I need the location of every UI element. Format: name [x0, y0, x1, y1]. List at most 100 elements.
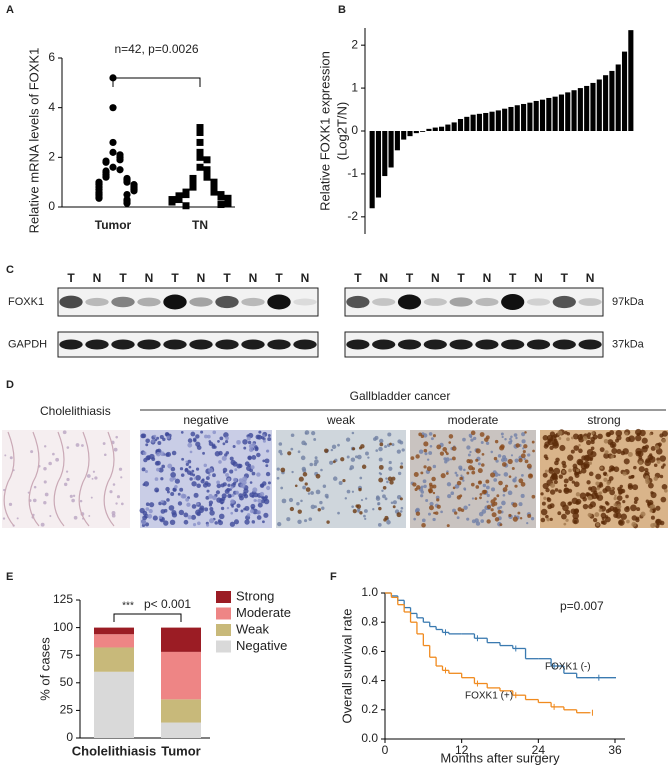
cell [220, 483, 225, 488]
cell [449, 458, 453, 461]
cell [587, 432, 592, 437]
cell [558, 436, 562, 440]
cell [158, 501, 162, 506]
cell [141, 433, 147, 439]
cell [382, 485, 387, 490]
cell [641, 437, 648, 444]
cell [530, 517, 535, 521]
cell [217, 440, 220, 443]
cell [400, 506, 404, 510]
blot-band [241, 339, 265, 350]
tissue-fold [78, 431, 90, 527]
cell [91, 477, 94, 480]
cell [544, 469, 548, 473]
cell [568, 476, 574, 482]
bar [394, 131, 400, 151]
cell [541, 501, 546, 506]
cell [267, 481, 271, 485]
cell [208, 467, 214, 473]
cell [634, 496, 639, 502]
cell [381, 489, 384, 492]
cell [365, 497, 368, 500]
lane-label: T [119, 271, 127, 285]
blot-band [111, 296, 135, 308]
cell [179, 487, 184, 492]
cell [596, 494, 604, 501]
cell [428, 488, 434, 494]
point [130, 187, 138, 195]
cell [630, 504, 637, 512]
cell [320, 468, 323, 472]
cell [503, 472, 509, 477]
point [196, 124, 204, 132]
cell [351, 490, 355, 493]
lane-label: N [197, 271, 206, 285]
cell [604, 516, 611, 523]
cell [209, 506, 214, 511]
cell [315, 473, 321, 479]
lane-label: T [457, 271, 465, 285]
cell [185, 462, 189, 467]
bar [476, 113, 482, 131]
cell [209, 510, 215, 516]
cell [559, 444, 566, 452]
cell [229, 521, 236, 527]
cell [384, 445, 387, 449]
cell [486, 504, 492, 510]
cell [378, 477, 384, 483]
cell [631, 515, 637, 521]
x-tick-label: 0 [382, 743, 389, 757]
cell [655, 519, 661, 525]
cell [81, 444, 84, 447]
cell [352, 509, 357, 514]
cell [113, 447, 118, 452]
point [196, 148, 204, 156]
lane-label: N [301, 271, 310, 285]
cell [357, 507, 361, 512]
cell [196, 483, 201, 489]
cell [573, 471, 579, 476]
cell [654, 445, 660, 450]
cell [635, 428, 642, 436]
cell [512, 502, 518, 508]
cell [197, 521, 201, 526]
cell [246, 436, 251, 441]
cell [160, 499, 164, 504]
lane-label: T [275, 271, 283, 285]
cell [30, 450, 34, 454]
cell [385, 477, 388, 480]
tissue-fold [53, 431, 65, 527]
cell [154, 477, 159, 481]
cell [562, 463, 567, 469]
cell [540, 508, 548, 516]
cell [582, 436, 588, 441]
cell [324, 493, 329, 498]
lane-label: T [509, 271, 517, 285]
bar [628, 30, 634, 131]
cell [481, 463, 485, 467]
panel-letter: F [330, 571, 337, 583]
cell [418, 449, 424, 454]
cell [168, 505, 175, 511]
cell [349, 467, 352, 471]
grade-label: negative [183, 413, 229, 427]
cell [378, 457, 383, 462]
cell [614, 494, 617, 498]
cell [527, 513, 532, 518]
cell [606, 480, 611, 485]
cell [149, 502, 155, 508]
cell [624, 432, 629, 436]
cell [590, 446, 595, 451]
blot-band [449, 297, 473, 307]
cell [297, 519, 302, 525]
cell [579, 492, 587, 500]
y-axis-label: % of cases [37, 637, 52, 701]
bar [382, 131, 388, 177]
cell [363, 509, 368, 513]
bar [558, 94, 564, 131]
legend-swatch [216, 624, 231, 636]
cell [264, 495, 268, 499]
bar [483, 112, 489, 131]
cell [605, 474, 609, 477]
